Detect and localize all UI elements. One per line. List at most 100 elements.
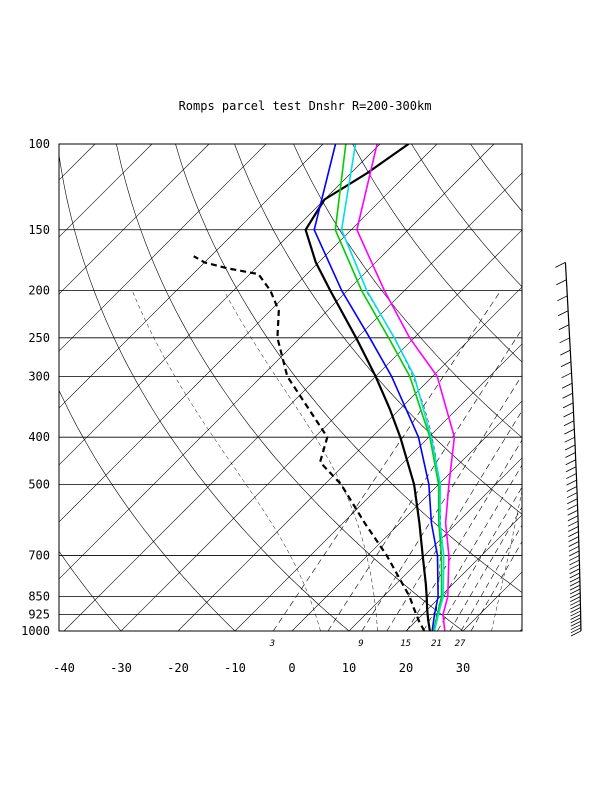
mixing-ratio-line bbox=[361, 374, 522, 631]
pressure-tick-label: 850 bbox=[28, 590, 50, 604]
profile-line bbox=[313, 144, 439, 631]
wind-barb bbox=[559, 337, 570, 344]
wind-barb bbox=[570, 607, 581, 613]
temperature-tick-label: 0 bbox=[288, 661, 295, 675]
wind-barb bbox=[569, 584, 581, 591]
wind-barb bbox=[568, 541, 579, 547]
pressure-tick-label: 500 bbox=[28, 477, 50, 491]
mixing-ratio-label: 15 bbox=[400, 639, 411, 649]
temperature-tick-label: -10 bbox=[224, 661, 246, 675]
mixing-ratio-line bbox=[460, 524, 522, 631]
pressure-tick-label: 700 bbox=[28, 549, 50, 563]
wind-barb bbox=[568, 545, 580, 552]
wind-barb bbox=[565, 466, 577, 473]
wind-barb bbox=[568, 526, 579, 532]
mixing-ratio-line bbox=[386, 410, 522, 631]
profile-line bbox=[340, 144, 445, 631]
dry-adiabat bbox=[589, 144, 612, 641]
wind-barb bbox=[567, 498, 578, 505]
wind-barb bbox=[555, 262, 566, 268]
moist-adiabat bbox=[131, 290, 321, 631]
wind-barb bbox=[570, 617, 581, 624]
isotherm bbox=[59, 144, 153, 238]
wind-barb bbox=[566, 486, 578, 492]
wind-barbs bbox=[555, 262, 582, 637]
mixing-ratio-line bbox=[273, 290, 502, 631]
isotherm bbox=[405, 514, 522, 631]
chart-title: Romps parcel test Dnshr R=200-300km bbox=[179, 99, 432, 113]
pressure-tick-label: 1000 bbox=[21, 624, 50, 638]
wind-barb bbox=[569, 559, 580, 566]
series-layer bbox=[193, 144, 456, 631]
dry-adiabat bbox=[116, 144, 464, 631]
mixing-ratio-line bbox=[449, 506, 522, 631]
wind-barb bbox=[558, 324, 570, 331]
wind-barb bbox=[564, 428, 575, 435]
mixing-ratio-label: 27 bbox=[455, 639, 466, 649]
wind-barb bbox=[569, 572, 580, 579]
mixing-ratio-line bbox=[437, 486, 522, 631]
plot-frame bbox=[58, 143, 523, 632]
wind-barb bbox=[564, 436, 575, 443]
wind-barb bbox=[568, 536, 579, 542]
wind-barb bbox=[569, 564, 580, 570]
isotherm bbox=[59, 144, 495, 580]
mixing-ratio-label: 21 bbox=[431, 639, 442, 649]
wind-barb bbox=[562, 402, 574, 409]
dry-adiabat bbox=[530, 144, 612, 641]
pressure-tick-label: 250 bbox=[28, 331, 50, 345]
wind-barb bbox=[569, 568, 580, 575]
wind-barb bbox=[566, 473, 577, 479]
profile-line bbox=[356, 144, 456, 631]
dry-adiabat bbox=[470, 144, 522, 212]
moist-adiabat bbox=[365, 290, 442, 631]
dry-adiabat bbox=[293, 144, 522, 438]
pressure-tick-label: 150 bbox=[28, 223, 50, 237]
wind-barb bbox=[567, 509, 578, 516]
wind-barb bbox=[557, 310, 569, 317]
profile-line bbox=[334, 144, 443, 631]
wind-barb bbox=[570, 596, 581, 602]
isotherm bbox=[59, 144, 267, 352]
wind-barb bbox=[556, 279, 567, 286]
moist-adiabat bbox=[223, 290, 378, 631]
mixing-ratio-line bbox=[470, 541, 522, 631]
dry-adiabat bbox=[59, 389, 236, 631]
temperature-tick-label: 10 bbox=[342, 661, 356, 675]
pressure-tick-label: 300 bbox=[28, 369, 50, 383]
isotherm bbox=[120, 229, 522, 631]
wind-profile-line bbox=[564, 262, 582, 631]
wind-barb bbox=[563, 411, 574, 418]
wind-barb bbox=[557, 295, 568, 302]
wind-barb bbox=[570, 624, 582, 630]
dry-adiabat bbox=[59, 550, 122, 631]
isotherm bbox=[59, 144, 381, 466]
wind-barb bbox=[570, 603, 581, 610]
wind-barb bbox=[567, 520, 579, 527]
wind-barb bbox=[570, 620, 581, 627]
isotherm bbox=[348, 457, 522, 631]
pressure-tick-label: 100 bbox=[28, 137, 50, 151]
temperature-tick-label: -40 bbox=[53, 661, 75, 675]
temperature-tick-label: -20 bbox=[167, 661, 189, 675]
wind-barb bbox=[569, 576, 580, 583]
wind-barb bbox=[570, 627, 582, 634]
wind-barb bbox=[565, 452, 576, 458]
mixing-ratio-label: 3 bbox=[269, 639, 275, 649]
profile-line bbox=[193, 255, 426, 631]
profile-line bbox=[304, 144, 431, 631]
wind-barb bbox=[569, 588, 581, 595]
wind-barb bbox=[560, 349, 571, 356]
pressure-grid bbox=[59, 143, 522, 632]
temperature-tick-label: 30 bbox=[456, 661, 470, 675]
dry-adiabat bbox=[352, 144, 522, 363]
isotherm bbox=[234, 343, 522, 631]
dry-adiabat bbox=[59, 152, 350, 631]
pressure-axis: 100 150 200 250 300 400 500 700 850 925 1000 bbox=[21, 137, 50, 638]
wind-barb bbox=[561, 382, 573, 389]
mixing-ratio-label: 9 bbox=[358, 639, 363, 649]
mixing-ratio-line bbox=[327, 328, 522, 631]
mixing-ratio-labels: 3 9 15 21 27 bbox=[269, 639, 466, 649]
wind-barb bbox=[568, 531, 579, 537]
